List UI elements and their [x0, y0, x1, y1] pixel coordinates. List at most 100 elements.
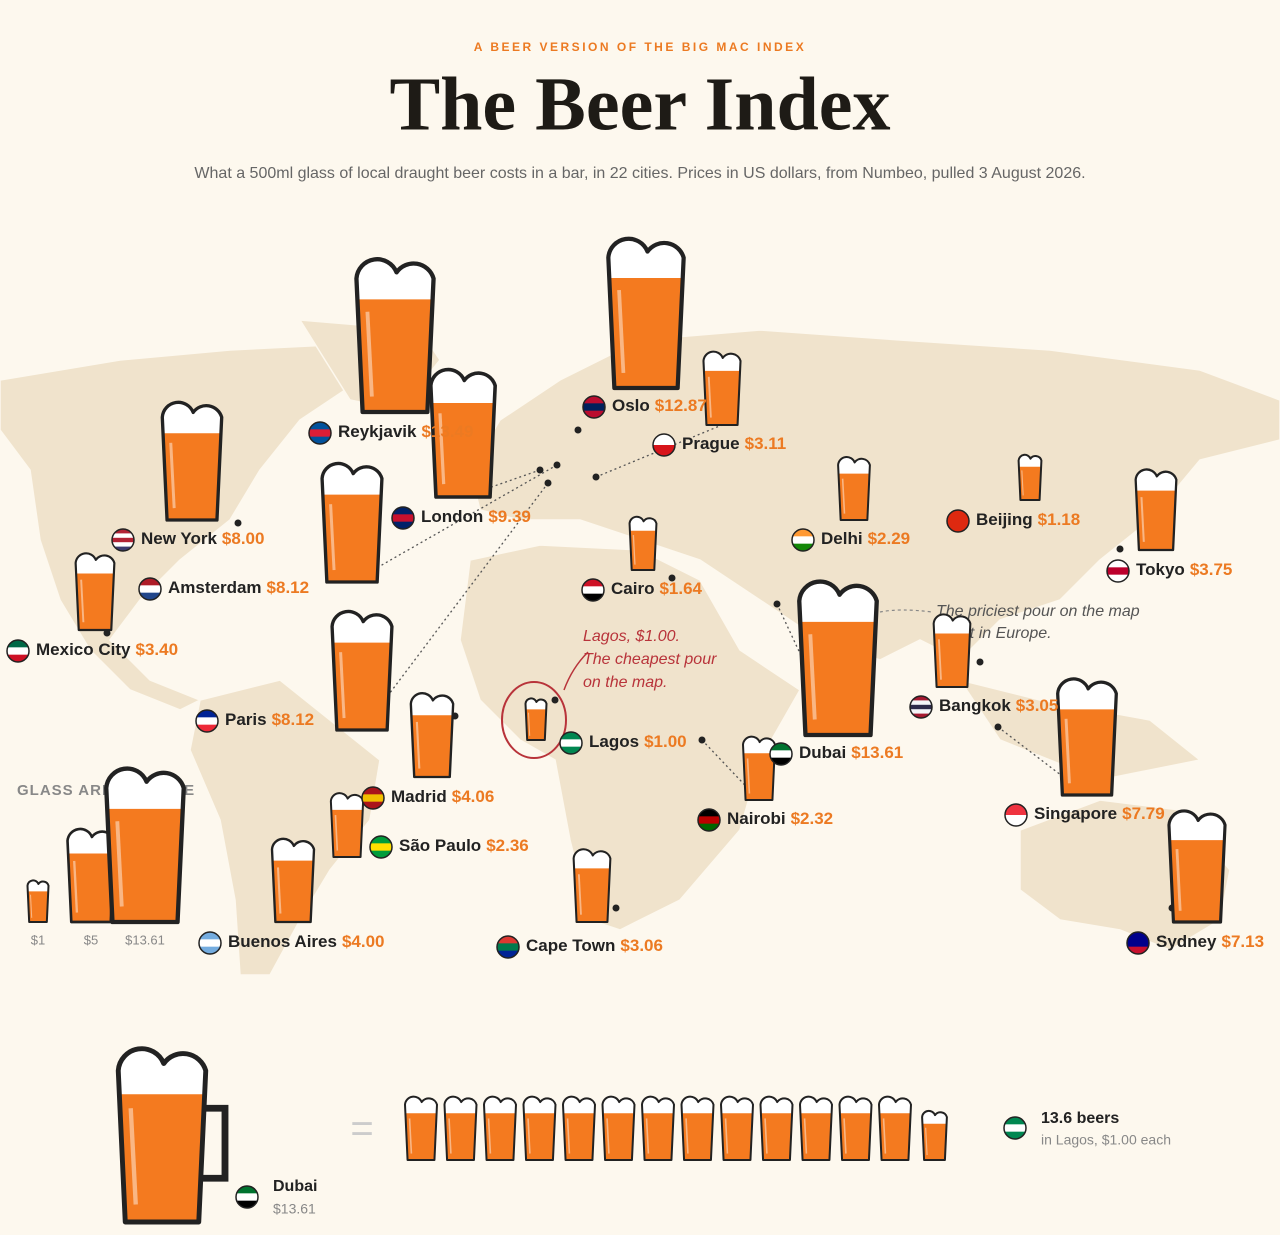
city-name: Madrid	[391, 787, 447, 806]
flag-stripe	[1127, 939, 1149, 948]
glass-beer	[525, 709, 547, 740]
city-dot	[668, 574, 676, 582]
glass-outline	[115, 1046, 209, 1225]
city-label: Prague $3.11	[682, 434, 786, 453]
glass-outline	[799, 1095, 833, 1161]
flag	[199, 932, 221, 954]
glasses	[74, 236, 1227, 924]
title: The Beer Index	[389, 62, 890, 146]
flag-stripe	[698, 809, 720, 817]
connector-line	[361, 482, 549, 731]
glass-beer	[322, 494, 382, 582]
glass-highlight	[115, 821, 124, 907]
glass-outline	[443, 1095, 478, 1161]
beer-glass	[104, 766, 186, 925]
annotation-text: The priciest pour on the map	[936, 603, 1140, 620]
flag	[1127, 932, 1149, 954]
flag-stripe	[112, 542, 134, 548]
flag	[770, 743, 792, 765]
city-dot	[994, 723, 1002, 731]
flag-stripe	[370, 843, 392, 852]
comparison-beers: 13.6 beers	[1041, 1110, 1119, 1127]
flag-stripe	[199, 946, 221, 954]
flag-stripe	[392, 507, 414, 515]
flag-border	[496, 935, 520, 959]
glass-beer	[681, 1113, 714, 1160]
beer-glass	[270, 837, 316, 924]
glass-outline	[330, 609, 394, 732]
city-price: $7.13	[1221, 932, 1264, 951]
flag-stripe	[792, 543, 814, 551]
comparison-note: in Lagos, $1.00 each	[1041, 1132, 1171, 1148]
flag-border	[791, 528, 815, 552]
city-dot	[612, 904, 620, 912]
glass-highlight	[843, 1118, 847, 1154]
city-name: Delhi	[821, 529, 863, 548]
flag-stripe	[947, 510, 969, 532]
glass-beer	[27, 891, 49, 922]
flag-stripe	[392, 521, 414, 529]
glass-outline	[524, 697, 548, 741]
flag	[582, 579, 604, 601]
flag	[947, 510, 969, 532]
connector-line	[997, 726, 1088, 796]
glass-highlight	[448, 1118, 452, 1154]
glass-beer	[332, 642, 392, 730]
glass-highlight	[617, 289, 626, 374]
flag-stripe	[1107, 560, 1129, 568]
flag-stripe	[362, 787, 384, 795]
city-label: Cape Town $3.06	[526, 936, 663, 955]
glass-highlight	[73, 860, 79, 913]
glass-beer	[1136, 490, 1176, 550]
glass-highlight	[527, 712, 531, 736]
glass-outline	[104, 766, 186, 925]
flag-stripe	[112, 533, 134, 539]
city-label: Nairobi $2.32	[727, 809, 833, 828]
glass-outline	[606, 236, 686, 391]
glass-outline	[759, 1095, 794, 1161]
flag-stripe	[583, 410, 605, 418]
glass-beer	[357, 299, 433, 412]
legend-label: $13.61	[125, 932, 165, 947]
kicker: A BEER VERSION OF THE BIG MAC INDEX	[474, 40, 806, 54]
flag	[139, 578, 161, 600]
flag-border	[361, 786, 385, 810]
flag-stripe	[653, 445, 675, 456]
flag-stripe	[112, 546, 134, 551]
beer-glass	[759, 1095, 794, 1161]
flag-stripe	[910, 696, 932, 701]
glass-highlight	[937, 639, 942, 680]
flag-stripe	[770, 757, 792, 765]
beer-glass	[66, 827, 116, 924]
city-name: New York	[141, 529, 217, 548]
flag-stripe	[770, 743, 792, 751]
glass-highlight	[1021, 470, 1024, 496]
city-price: $3.05	[1016, 696, 1059, 715]
glass-highlight	[408, 1118, 413, 1154]
flag	[497, 936, 519, 958]
flag-stripe	[497, 943, 519, 952]
flag-stripe	[560, 746, 582, 754]
glass-highlight	[724, 1118, 729, 1154]
flag-stripe	[139, 585, 161, 594]
glass-highlight	[527, 1118, 531, 1154]
glass-highlight	[577, 874, 582, 915]
flag-border	[1106, 559, 1130, 583]
glass-highlight	[128, 1108, 138, 1205]
glass-highlight	[487, 1118, 492, 1154]
city-price: $8.12	[267, 578, 310, 597]
beer-glass	[1134, 468, 1178, 552]
flag-border	[6, 639, 30, 663]
connector-line	[462, 469, 541, 498]
flag-stripe	[362, 801, 384, 809]
flag-stripe	[309, 422, 331, 430]
flag-border	[1126, 931, 1150, 955]
flag	[7, 640, 29, 662]
glass-beer	[760, 1113, 793, 1160]
flag-stripe	[653, 434, 675, 446]
annotation-cheapest: Lagos, $1.00. The cheapest pour on the m…	[501, 628, 717, 759]
glass-highlight	[169, 442, 176, 509]
glass-highlight	[415, 721, 421, 769]
